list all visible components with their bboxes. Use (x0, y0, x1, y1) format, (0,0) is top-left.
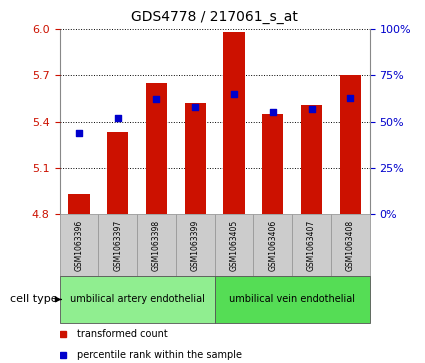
Bar (340, 75, 361, 214)
Bar (60, 214, 98, 276)
Bar (146, 83, 167, 214)
Bar (215, 214, 253, 276)
Text: percentile rank within the sample: percentile rank within the sample (76, 350, 241, 360)
Bar (98, 214, 137, 276)
Bar (107, 132, 128, 214)
Bar (262, 114, 283, 214)
Text: GSM1063399: GSM1063399 (191, 219, 200, 271)
Bar (224, 32, 245, 214)
Text: GSM1063407: GSM1063407 (307, 219, 316, 271)
Bar (253, 214, 292, 276)
Text: cell type: cell type (10, 294, 57, 305)
Text: GSM1063406: GSM1063406 (268, 219, 277, 271)
Point (308, 106, 315, 111)
Bar (331, 214, 370, 276)
Bar (301, 105, 322, 214)
Text: umbilical vein endothelial: umbilical vein endothelial (229, 294, 355, 305)
Point (76, 130, 82, 136)
Bar (68, 194, 90, 214)
Point (114, 115, 121, 121)
Text: umbilical artery endothelial: umbilical artery endothelial (70, 294, 204, 305)
Point (269, 110, 276, 115)
Bar (176, 214, 215, 276)
Point (153, 97, 160, 102)
Title: GDS4778 / 217061_s_at: GDS4778 / 217061_s_at (131, 10, 298, 24)
Text: GSM1063408: GSM1063408 (346, 220, 355, 270)
Text: GSM1063396: GSM1063396 (74, 219, 83, 271)
Bar (292, 214, 331, 276)
Bar (184, 103, 206, 214)
Text: GSM1063398: GSM1063398 (152, 220, 161, 270)
Text: GSM1063397: GSM1063397 (113, 219, 122, 271)
Point (231, 91, 238, 97)
Bar (137, 214, 176, 276)
Point (192, 104, 198, 110)
Point (347, 95, 354, 101)
Bar (60, 276, 215, 323)
Text: transformed count: transformed count (76, 329, 167, 339)
Bar (215, 276, 370, 323)
Text: GSM1063405: GSM1063405 (230, 219, 238, 271)
